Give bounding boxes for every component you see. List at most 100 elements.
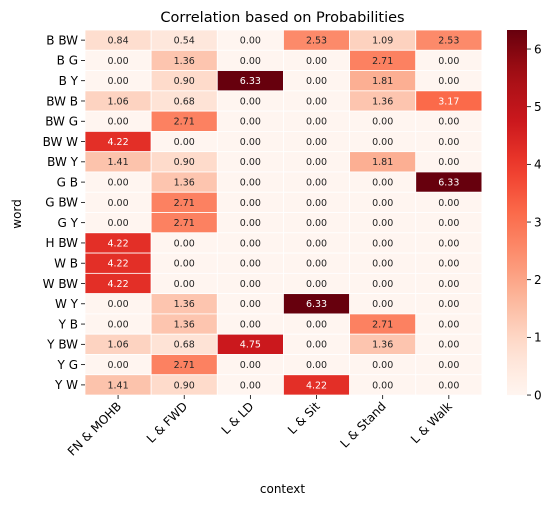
cell-value-label: 0.00 (306, 137, 327, 148)
cell-value-label: 2.71 (174, 117, 195, 128)
cell-value-label: 0.00 (438, 137, 459, 148)
x-tick-label: FN & MOHB (65, 399, 124, 458)
cell-value-label: 0.00 (174, 238, 195, 249)
cell-value-label: 0.00 (372, 218, 393, 229)
cell-value-label: 4.22 (107, 238, 128, 249)
cell-value-label: 0.00 (438, 319, 459, 330)
y-axis-label: word (10, 199, 24, 229)
y-tick-label: G B (57, 175, 78, 189)
x-tick-labels: FN & MOHB L & FWD L & LD L & Sit L & Stand L … (65, 395, 455, 459)
cell-value-label: 0.00 (107, 299, 128, 310)
cell-value-label: 0.00 (438, 299, 459, 310)
y-tick-label: Y G (57, 358, 78, 372)
cell-value-label: 0.00 (438, 360, 459, 371)
cell-value-label: 0.00 (438, 238, 459, 249)
cell-value-label: 0.00 (240, 36, 261, 47)
cell-value-label: 3.17 (438, 96, 459, 107)
cell-value-label: 0.00 (240, 157, 261, 168)
cell-value-label: 0.00 (306, 198, 327, 209)
cell-value-label: 0.00 (372, 279, 393, 290)
cell-value-label: 0.00 (107, 76, 128, 87)
cell-value-label: 0.00 (240, 380, 261, 391)
y-tick-label: W B (54, 257, 78, 271)
x-tick-label: L & LD (219, 399, 257, 437)
cell-value-label: 0.54 (174, 36, 195, 47)
cell-value-label: 0.00 (240, 319, 261, 330)
cell-value-label: 4.22 (107, 137, 128, 148)
cell-value-label: 1.81 (372, 157, 393, 168)
cell-value-label: 0.00 (372, 117, 393, 128)
cell-value-label: 1.41 (107, 157, 128, 168)
x-tick-label: L & Sit (285, 399, 323, 437)
x-axis-label: context (260, 482, 306, 496)
cell-value-label: 0.00 (372, 299, 393, 310)
colorbar-tick-label: 6 (534, 42, 542, 56)
cell-value-label: 0.00 (174, 137, 195, 148)
cell-value-label: 0.84 (107, 36, 128, 47)
cell-value-label: 0.00 (306, 319, 327, 330)
cell-value-label: 0.00 (107, 198, 128, 209)
y-tick-label: Y BW (46, 338, 78, 352)
cell-value-label: 0.90 (174, 76, 195, 87)
cell-value-label: 0.00 (306, 76, 327, 87)
cell-value-label: 0.00 (306, 360, 327, 371)
cell-value-label: 4.22 (306, 380, 327, 391)
y-tick-label: G BW (45, 196, 78, 210)
cell-value-label: 1.81 (372, 76, 393, 87)
cell-value-label: 6.33 (438, 178, 459, 189)
cell-value-label: 0.00 (372, 360, 393, 371)
cell-value-label: 0.00 (438, 279, 459, 290)
cell-value-label: 2.53 (306, 36, 327, 47)
cell-value-label: 0.00 (372, 380, 393, 391)
cell-value-label: 0.00 (438, 198, 459, 209)
heatmap-cells: 0.84 0.54 0.00 2.53 1.09 2.53 0.00 1.36 0.00 0.00… (85, 30, 482, 395)
cell-value-label: 0.00 (306, 279, 327, 290)
chart-title: Correlation based on Probabilities (160, 10, 404, 26)
cell-value-label: 2.53 (438, 36, 459, 47)
cell-value-label: 4.22 (107, 259, 128, 270)
cell-value-label: 0.00 (240, 56, 261, 67)
cell-value-label: 0.00 (306, 117, 327, 128)
cell-value-label: 2.71 (372, 319, 393, 330)
y-tick-label: B Y (59, 74, 79, 88)
cell-value-label: 0.00 (240, 360, 261, 371)
cell-value-label: 1.36 (174, 319, 195, 330)
cell-value-label: 0.00 (372, 259, 393, 270)
cell-value-label: 0.00 (306, 340, 327, 351)
y-tick-label: W Y (55, 297, 79, 311)
colorbar-tick-label: 2 (534, 273, 542, 287)
x-tick-label: L & Stand (337, 399, 388, 450)
cell-value-label: 0.00 (306, 178, 327, 189)
cell-value-label: 0.00 (240, 218, 261, 229)
cell-value-label: 4.75 (240, 340, 261, 351)
y-tick-label: B BW (46, 33, 78, 47)
cell-value-label: 0.00 (372, 198, 393, 209)
cell-value-label: 0.00 (372, 238, 393, 249)
cell-value-label: 0.00 (438, 340, 459, 351)
cell-value-label: 0.90 (174, 157, 195, 168)
cell-value-label: 4.22 (107, 279, 128, 290)
colorbar-tick-label: 4 (534, 158, 542, 172)
cell-value-label: 0.00 (306, 238, 327, 249)
x-tick-label: L & FWD (144, 399, 190, 445)
cell-value-label: 0.90 (174, 380, 195, 391)
colorbar-tick-label: 3 (534, 215, 542, 229)
y-tick-label: G Y (58, 216, 79, 230)
cell-value-label: 1.36 (174, 56, 195, 67)
cell-value-label: 0.00 (438, 218, 459, 229)
colorbar-tick-label: 5 (534, 100, 542, 114)
cell-value-label: 1.09 (372, 36, 393, 47)
y-tick-label: Y W (54, 378, 78, 392)
cell-value-label: 1.06 (107, 340, 128, 351)
cell-value-label: 0.00 (240, 238, 261, 249)
cell-value-label: 0.00 (438, 76, 459, 87)
y-tick-label: BW G (45, 115, 78, 129)
y-tick-label: H BW (45, 236, 78, 250)
cell-value-label: 0.00 (240, 117, 261, 128)
cell-value-label: 2.71 (174, 198, 195, 209)
cell-value-label: 0.00 (240, 279, 261, 290)
y-tick-labels: B BW B G B Y BW B BW G BW W BW Y G B G BW G Y H BW… (43, 33, 85, 392)
cell-value-label: 0.00 (240, 299, 261, 310)
cell-value-label: 0.00 (372, 178, 393, 189)
